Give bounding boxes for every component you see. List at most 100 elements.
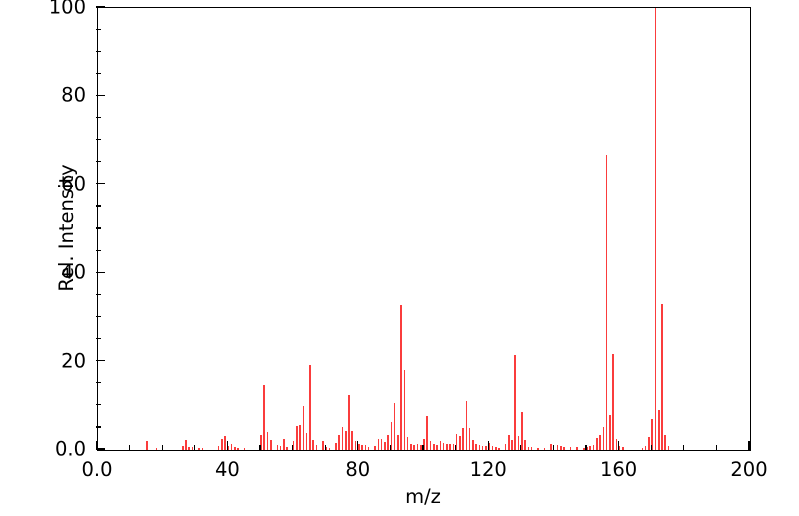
y-tick-minor bbox=[96, 337, 101, 340]
spectrum-plot-area bbox=[98, 8, 750, 450]
spectrum-peak bbox=[188, 446, 191, 450]
spectrum-peak bbox=[390, 422, 393, 450]
x-tick-minor bbox=[455, 445, 457, 450]
spectrum-peak bbox=[446, 443, 448, 450]
spectrum-peak bbox=[400, 305, 402, 450]
spectrum-peak bbox=[511, 439, 513, 450]
spectrum-peak bbox=[595, 438, 598, 450]
spectrum-peak bbox=[302, 405, 305, 450]
spectrum-peak bbox=[155, 447, 158, 450]
spectrum-peak bbox=[560, 446, 562, 450]
x-tick-minor bbox=[520, 445, 522, 450]
spectrum-peak bbox=[507, 434, 510, 450]
y-tick-labels: 0.0 20 40 60 80 100 bbox=[0, 0, 86, 516]
spectrum-peak bbox=[221, 438, 223, 450]
spectrum-peak bbox=[260, 434, 262, 450]
spectrum-peak bbox=[521, 412, 523, 450]
spectrum-peak bbox=[478, 444, 481, 450]
x-tick-label: 160 bbox=[599, 458, 638, 481]
y-tick-minor bbox=[96, 293, 101, 295]
spectrum-peak bbox=[269, 439, 272, 450]
spectrum-peak bbox=[224, 435, 226, 450]
spectrum-peak bbox=[543, 447, 546, 450]
spectrum-peak bbox=[429, 441, 432, 450]
spectrum-peak bbox=[618, 445, 621, 450]
y-tick-label: 100 bbox=[48, 0, 86, 19]
x-tick-minor bbox=[129, 445, 131, 450]
spectrum-peak bbox=[481, 445, 484, 450]
y-tick-label: 0.0 bbox=[54, 437, 86, 461]
spectrum-peak bbox=[358, 444, 360, 450]
spectrum-peak bbox=[504, 444, 507, 450]
spectrum-peak bbox=[462, 428, 464, 450]
y-tick-major bbox=[96, 360, 105, 362]
spectrum-peak bbox=[468, 427, 471, 450]
spectrum-peak bbox=[237, 447, 239, 450]
spectrum-peak bbox=[488, 442, 490, 450]
spectrum-peak bbox=[397, 434, 399, 450]
spectrum-peak bbox=[296, 425, 298, 450]
spectrum-peak bbox=[455, 434, 458, 450]
spectrum-peak bbox=[393, 402, 396, 450]
spectrum-peak bbox=[279, 445, 282, 450]
spectrum-peak bbox=[423, 438, 425, 450]
x-tick-minor bbox=[683, 445, 685, 450]
spectrum-peak bbox=[416, 444, 419, 450]
x-tick-major bbox=[357, 441, 359, 450]
spectrum-peak bbox=[475, 443, 477, 450]
x-tick-label: 200 bbox=[730, 458, 768, 481]
spectrum-peak bbox=[605, 154, 608, 450]
spectrum-peak bbox=[387, 434, 389, 450]
x-tick-major bbox=[748, 441, 750, 450]
x-tick-label: 40 bbox=[214, 458, 240, 481]
spectrum-peak bbox=[449, 444, 451, 450]
spectrum-peak bbox=[384, 442, 386, 450]
spectrum-peak bbox=[361, 445, 363, 450]
y-tick-minor bbox=[96, 161, 101, 163]
y-tick-minor bbox=[96, 116, 101, 119]
spectrum-peak bbox=[325, 447, 327, 450]
y-tick-minor bbox=[96, 404, 101, 406]
spectrum-peak bbox=[651, 419, 653, 450]
spectrum-peak bbox=[436, 444, 438, 450]
spectrum-peak bbox=[459, 436, 461, 450]
spectrum-peak bbox=[201, 448, 204, 450]
spectrum-peak bbox=[485, 445, 487, 450]
spectrum-peak bbox=[452, 443, 455, 450]
spectrum-peak bbox=[227, 445, 230, 450]
spectrum-peak bbox=[654, 8, 657, 450]
x-tick-minor bbox=[292, 445, 294, 450]
spectrum-peak bbox=[612, 354, 614, 450]
spectrum-peak bbox=[344, 430, 347, 450]
y-tick-major bbox=[96, 183, 105, 185]
spectrum-peak bbox=[622, 447, 624, 450]
y-tick-label: 20 bbox=[61, 349, 86, 373]
y-tick-minor bbox=[96, 249, 101, 251]
spectrum-peak bbox=[609, 414, 611, 450]
spectrum-peak bbox=[243, 448, 246, 450]
plot-frame bbox=[97, 7, 751, 451]
x-tick-minor bbox=[585, 445, 587, 450]
spectrum-peak bbox=[667, 446, 670, 450]
spectrum-peak bbox=[602, 427, 605, 450]
y-tick-minor bbox=[96, 139, 101, 141]
spectrum-peak bbox=[341, 426, 344, 450]
x-tick-minor bbox=[389, 445, 392, 450]
x-tick-minor bbox=[715, 445, 718, 450]
spectrum-peak bbox=[315, 445, 318, 450]
spectrum-peak bbox=[292, 441, 295, 450]
x-tick-major bbox=[96, 441, 98, 450]
spectrum-peak bbox=[419, 445, 422, 450]
spectrum-peak bbox=[530, 447, 533, 450]
spectrum-peak bbox=[426, 416, 429, 450]
y-tick-label: 60 bbox=[61, 172, 86, 196]
spectrum-peak bbox=[661, 304, 663, 450]
spectrum-peak bbox=[465, 400, 468, 450]
spectrum-peak bbox=[181, 446, 184, 450]
y-tick-minor bbox=[96, 72, 101, 74]
spectrum-peak bbox=[338, 434, 341, 450]
spectrum-peak bbox=[328, 447, 331, 450]
y-tick-major bbox=[96, 6, 105, 8]
spectrum-peak bbox=[312, 440, 314, 450]
